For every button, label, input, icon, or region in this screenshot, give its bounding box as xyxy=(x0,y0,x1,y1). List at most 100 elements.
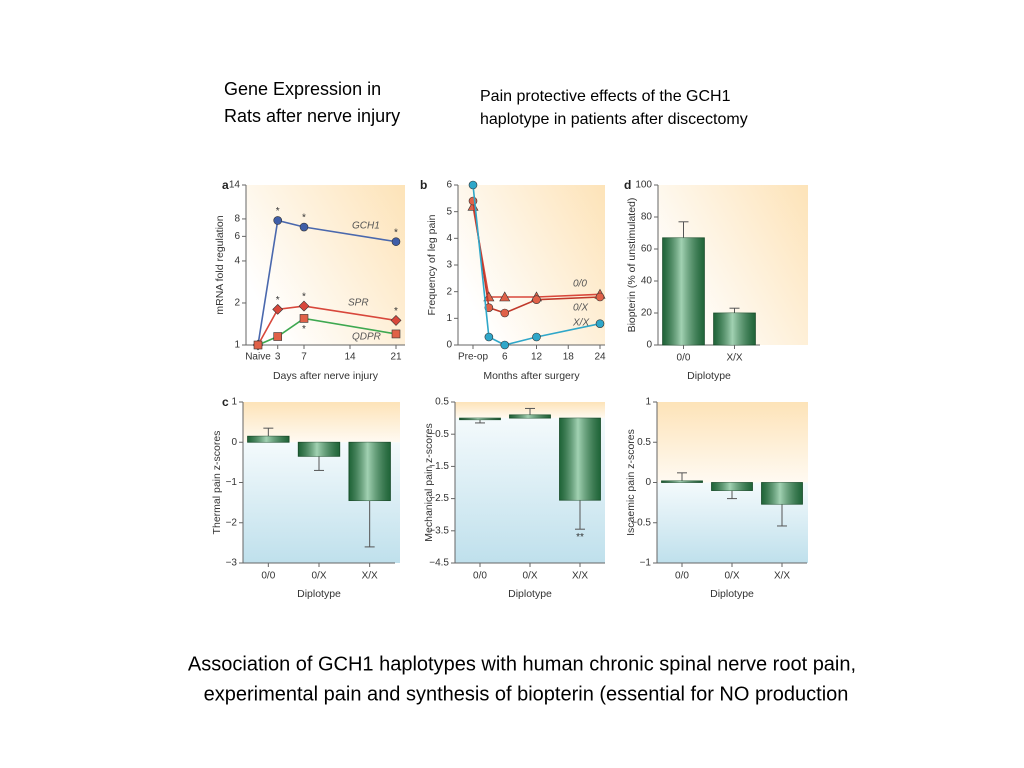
heading-right: haplotype in patients after discectomy xyxy=(480,111,748,128)
y-tick-label: −0.5 xyxy=(429,429,449,440)
y-tick-label: −2.5 xyxy=(429,493,449,504)
x-tick-label: 21 xyxy=(390,352,402,363)
bar-shade xyxy=(459,418,501,420)
x-tick-label: 0/X xyxy=(522,571,537,582)
y-tick-label: 14 xyxy=(229,180,241,191)
heading-left: Gene Expression in xyxy=(224,79,381,99)
y-axis-label: Biopterin (% of unstimulated) xyxy=(626,198,638,333)
annotation: ** xyxy=(576,532,584,543)
x-axis-label: Months after surgery xyxy=(483,370,580,382)
annotation: * xyxy=(276,295,280,306)
marker xyxy=(595,292,605,302)
annotation: * xyxy=(394,227,398,238)
bar-shade xyxy=(662,237,705,345)
panel-background xyxy=(657,402,808,483)
x-tick-label: 3 xyxy=(275,352,281,363)
y-tick-label: −3 xyxy=(226,558,238,569)
marker xyxy=(390,314,402,326)
y-axis-label: Iscaemic pain z-scores xyxy=(625,429,637,536)
y-tick-label: 4 xyxy=(446,233,452,244)
y-tick-label: 0.5 xyxy=(637,437,651,448)
panel-letter: c xyxy=(222,395,229,409)
marker xyxy=(468,196,478,206)
marker xyxy=(499,291,511,302)
x-tick-label: 12 xyxy=(531,352,543,363)
marker xyxy=(299,222,309,232)
x-tick-label: 7 xyxy=(301,352,307,363)
y-tick-label: 2 xyxy=(234,298,240,309)
x-axis-label: Days after nerve injury xyxy=(273,370,379,382)
series-label: 0/0 xyxy=(573,279,587,290)
x-tick-label: X/X xyxy=(774,571,790,582)
marker xyxy=(273,332,283,341)
y-tick-label: 5 xyxy=(446,206,452,217)
marker xyxy=(483,291,495,302)
y-axis-label: mRNA fold regulation xyxy=(214,215,226,314)
y-tick-label: 1 xyxy=(234,340,240,351)
bar-shade xyxy=(713,313,756,345)
marker xyxy=(484,332,494,342)
y-tick-label: −2 xyxy=(226,517,238,528)
y-axis-label: Mechanical pain z-scores xyxy=(423,423,435,541)
bar-shade xyxy=(298,442,340,457)
y-tick-label: 0 xyxy=(231,437,237,448)
x-tick-label: 6 xyxy=(502,352,508,363)
x-tick-label: Pre-op xyxy=(458,352,488,363)
panel-letter: a xyxy=(222,178,229,192)
annotation: * xyxy=(302,292,306,303)
x-tick-label: 14 xyxy=(344,352,356,363)
x-tick-label: 0/X xyxy=(724,571,739,582)
x-tick-label: 0/0 xyxy=(675,571,689,582)
x-axis-label: Diplotype xyxy=(297,588,341,600)
x-axis-label: Diplotype xyxy=(710,588,754,600)
bar-shade xyxy=(509,414,551,419)
caption: Association of GCH1 haplotypes with huma… xyxy=(188,653,856,675)
x-axis-label: Diplotype xyxy=(508,588,552,600)
y-tick-label: 0.5 xyxy=(435,397,449,408)
marker xyxy=(468,180,478,190)
series-label: SPR xyxy=(348,298,369,309)
caption: experimental pain and synthesis of biopt… xyxy=(204,683,849,705)
heading-right: Pain protective effects of the GCH1 xyxy=(480,88,731,105)
y-tick-label: 100 xyxy=(635,180,652,191)
marker xyxy=(298,300,310,312)
y-tick-label: 0 xyxy=(446,340,452,351)
y-tick-label: 80 xyxy=(641,212,653,223)
y-tick-label: 0 xyxy=(646,340,652,351)
x-axis-label: Diplotype xyxy=(687,370,731,382)
marker xyxy=(595,319,605,328)
marker xyxy=(484,303,494,312)
series-label: X/X xyxy=(572,318,589,329)
x-tick-label: X/X xyxy=(572,571,588,582)
annotation: * xyxy=(302,213,306,224)
y-tick-label: −1 xyxy=(226,477,238,488)
y-tick-label: 8 xyxy=(234,214,240,225)
series-line xyxy=(257,317,397,346)
y-tick-label: −4.5 xyxy=(429,558,449,569)
y-axis-label: Thermal pain z-scores xyxy=(211,431,223,535)
series-label: QDPR xyxy=(352,332,381,343)
y-tick-label: 2 xyxy=(446,286,452,297)
series-line xyxy=(257,219,397,346)
x-tick-label: 24 xyxy=(594,352,606,363)
marker xyxy=(532,295,541,304)
y-tick-label: 1 xyxy=(645,397,651,408)
y-tick-label: 20 xyxy=(641,308,653,319)
y-tick-label: 4 xyxy=(234,256,240,267)
y-tick-label: 3 xyxy=(446,260,452,271)
y-tick-label: 1 xyxy=(231,397,237,408)
panel-background xyxy=(246,185,405,345)
bar-shade xyxy=(559,418,601,501)
marker xyxy=(253,340,263,350)
x-tick-label: Naive xyxy=(245,352,271,363)
y-tick-label: 40 xyxy=(641,276,653,287)
x-tick-label: 0/0 xyxy=(677,353,691,364)
marker xyxy=(391,329,401,339)
panel-background xyxy=(243,402,400,443)
x-tick-label: 0/0 xyxy=(261,571,275,582)
marker xyxy=(500,308,510,318)
bar-shade xyxy=(761,482,803,505)
panel-letter: b xyxy=(420,178,427,192)
bar-shade xyxy=(247,436,290,443)
